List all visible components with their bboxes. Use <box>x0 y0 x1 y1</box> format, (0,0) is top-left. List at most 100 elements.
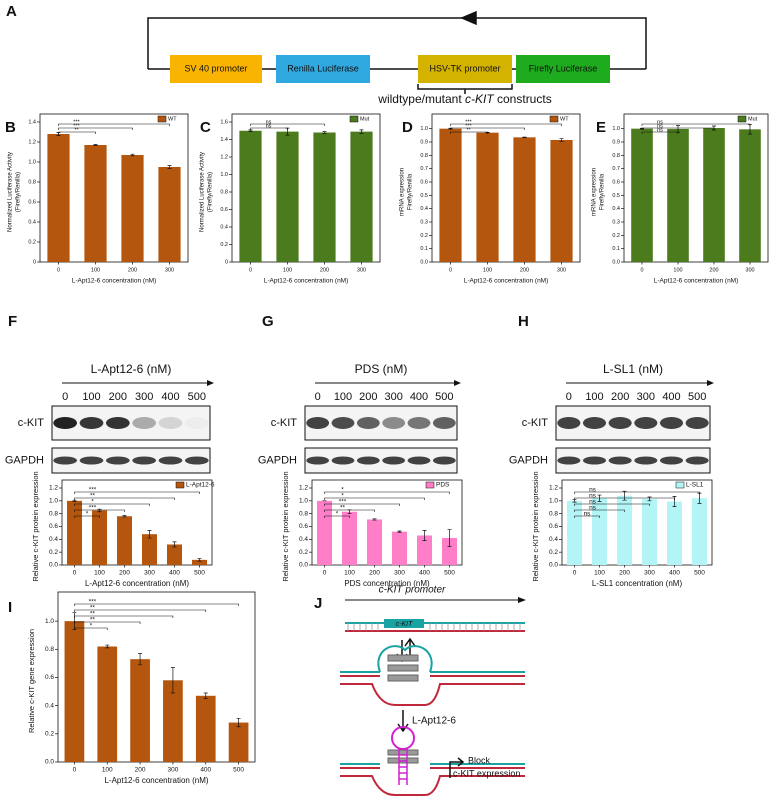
y-tick-label: 0.5 <box>612 193 620 199</box>
sig-bracket <box>250 123 325 126</box>
band <box>79 417 104 429</box>
y-axis-label: Normalized Luciferase Activity <box>200 152 206 232</box>
sig-label: * <box>336 511 339 518</box>
sig-bracket <box>450 131 488 134</box>
bar <box>617 495 632 565</box>
x-tick-label: 100 <box>594 570 605 577</box>
y-tick-label: 0.9 <box>612 139 620 145</box>
bar <box>97 646 118 762</box>
sig-label: ns <box>657 127 663 133</box>
bar <box>67 500 82 565</box>
x-tick-label: 200 <box>369 570 380 577</box>
strand <box>340 767 525 796</box>
legend-swatch <box>425 481 435 489</box>
band <box>685 417 709 429</box>
plasmid-loop <box>147 17 647 69</box>
sig-bracket <box>324 515 350 518</box>
bar <box>550 140 573 262</box>
error-bar <box>522 136 527 138</box>
x-tick-label: 300 <box>557 267 566 273</box>
lane-label: 400 <box>662 391 680 403</box>
x-tick-label: 200 <box>135 767 146 774</box>
y-tick-label: 0.7 <box>420 166 428 172</box>
y-tick-label: 0.6 <box>220 207 228 213</box>
bar <box>195 695 216 762</box>
x-tick-label: 0 <box>640 267 643 273</box>
sig-bracket <box>574 503 650 506</box>
y-tick-label: 0.2 <box>420 233 428 239</box>
error-bar <box>167 165 172 169</box>
lane-label: 200 <box>611 391 629 403</box>
bar <box>313 132 336 262</box>
box-label: Renilla Luciferase <box>287 63 359 73</box>
y-tick-label: 0.3 <box>612 219 620 225</box>
y-tick-label: 0.4 <box>28 219 36 225</box>
band <box>53 456 78 465</box>
error-bar <box>422 530 427 541</box>
band <box>432 417 456 429</box>
bar <box>158 167 181 262</box>
box <box>516 55 610 83</box>
sig-bracket <box>324 497 425 500</box>
arrow-head <box>454 380 461 386</box>
target-box <box>384 619 424 628</box>
band <box>557 456 581 465</box>
band <box>582 456 607 465</box>
sig-label: ns <box>589 487 597 494</box>
x-tick-label: 100 <box>283 267 292 273</box>
sig-bracket <box>450 123 562 126</box>
lane-label: 500 <box>435 391 453 403</box>
x-tick-label: 100 <box>483 267 492 273</box>
plot-frame <box>57 591 256 763</box>
bar <box>567 500 582 565</box>
y-tick-label: 0.0 <box>299 562 308 569</box>
plot-frame <box>311 479 463 566</box>
arrow-head <box>460 10 477 26</box>
y-tick-label: 1.0 <box>45 618 54 625</box>
lane-label: 0 <box>566 391 572 403</box>
lane-label: 200 <box>359 391 377 403</box>
sig-bracket <box>641 127 715 130</box>
y-tick-label: 0.2 <box>220 242 228 248</box>
sig-label: ** <box>74 127 79 133</box>
sig-bracket <box>574 497 675 500</box>
y-tick-label: 0 <box>33 259 36 265</box>
band <box>659 417 684 429</box>
panel-label: J <box>314 595 322 612</box>
bracket <box>417 84 513 94</box>
sig-label: * <box>91 499 94 506</box>
x-tick-label: 200 <box>128 267 137 273</box>
sig-label: *** <box>89 505 97 512</box>
bar <box>642 498 657 565</box>
y-tick-label: 1.0 <box>420 126 428 132</box>
bar <box>667 501 682 565</box>
error-bar <box>559 138 564 142</box>
sig-label: *** <box>339 499 347 506</box>
band <box>185 417 209 429</box>
sig-bracket <box>574 509 625 512</box>
sig-bracket <box>574 515 600 518</box>
band <box>331 456 355 465</box>
blot-title: L-SL1 (nM) <box>603 362 663 376</box>
x-tick-label: 300 <box>167 767 178 774</box>
y-tick-label: 0.1 <box>420 246 428 252</box>
blot-frame <box>51 447 211 474</box>
x-axis-label: L-Apt12-6 concentration (nM) <box>104 776 208 785</box>
x-tick-label: 0 <box>73 767 77 774</box>
x-axis-label: PDS concentration (nM) <box>344 579 430 588</box>
band <box>132 417 157 429</box>
lane-label: 0 <box>62 391 68 403</box>
sig-label: * <box>86 511 89 518</box>
error-bar <box>172 541 177 548</box>
lane-label: 500 <box>188 391 206 403</box>
row-label: c-KIT <box>271 417 298 429</box>
error-bar <box>170 667 175 694</box>
error-bar <box>105 644 110 649</box>
blot-frame <box>304 447 458 474</box>
x-tick-label: 100 <box>91 267 100 273</box>
panel-label: F <box>8 313 17 330</box>
band <box>407 417 431 429</box>
band <box>608 456 632 465</box>
legend-label: WT <box>560 116 569 122</box>
y-tick-label: 0.0 <box>49 562 58 569</box>
